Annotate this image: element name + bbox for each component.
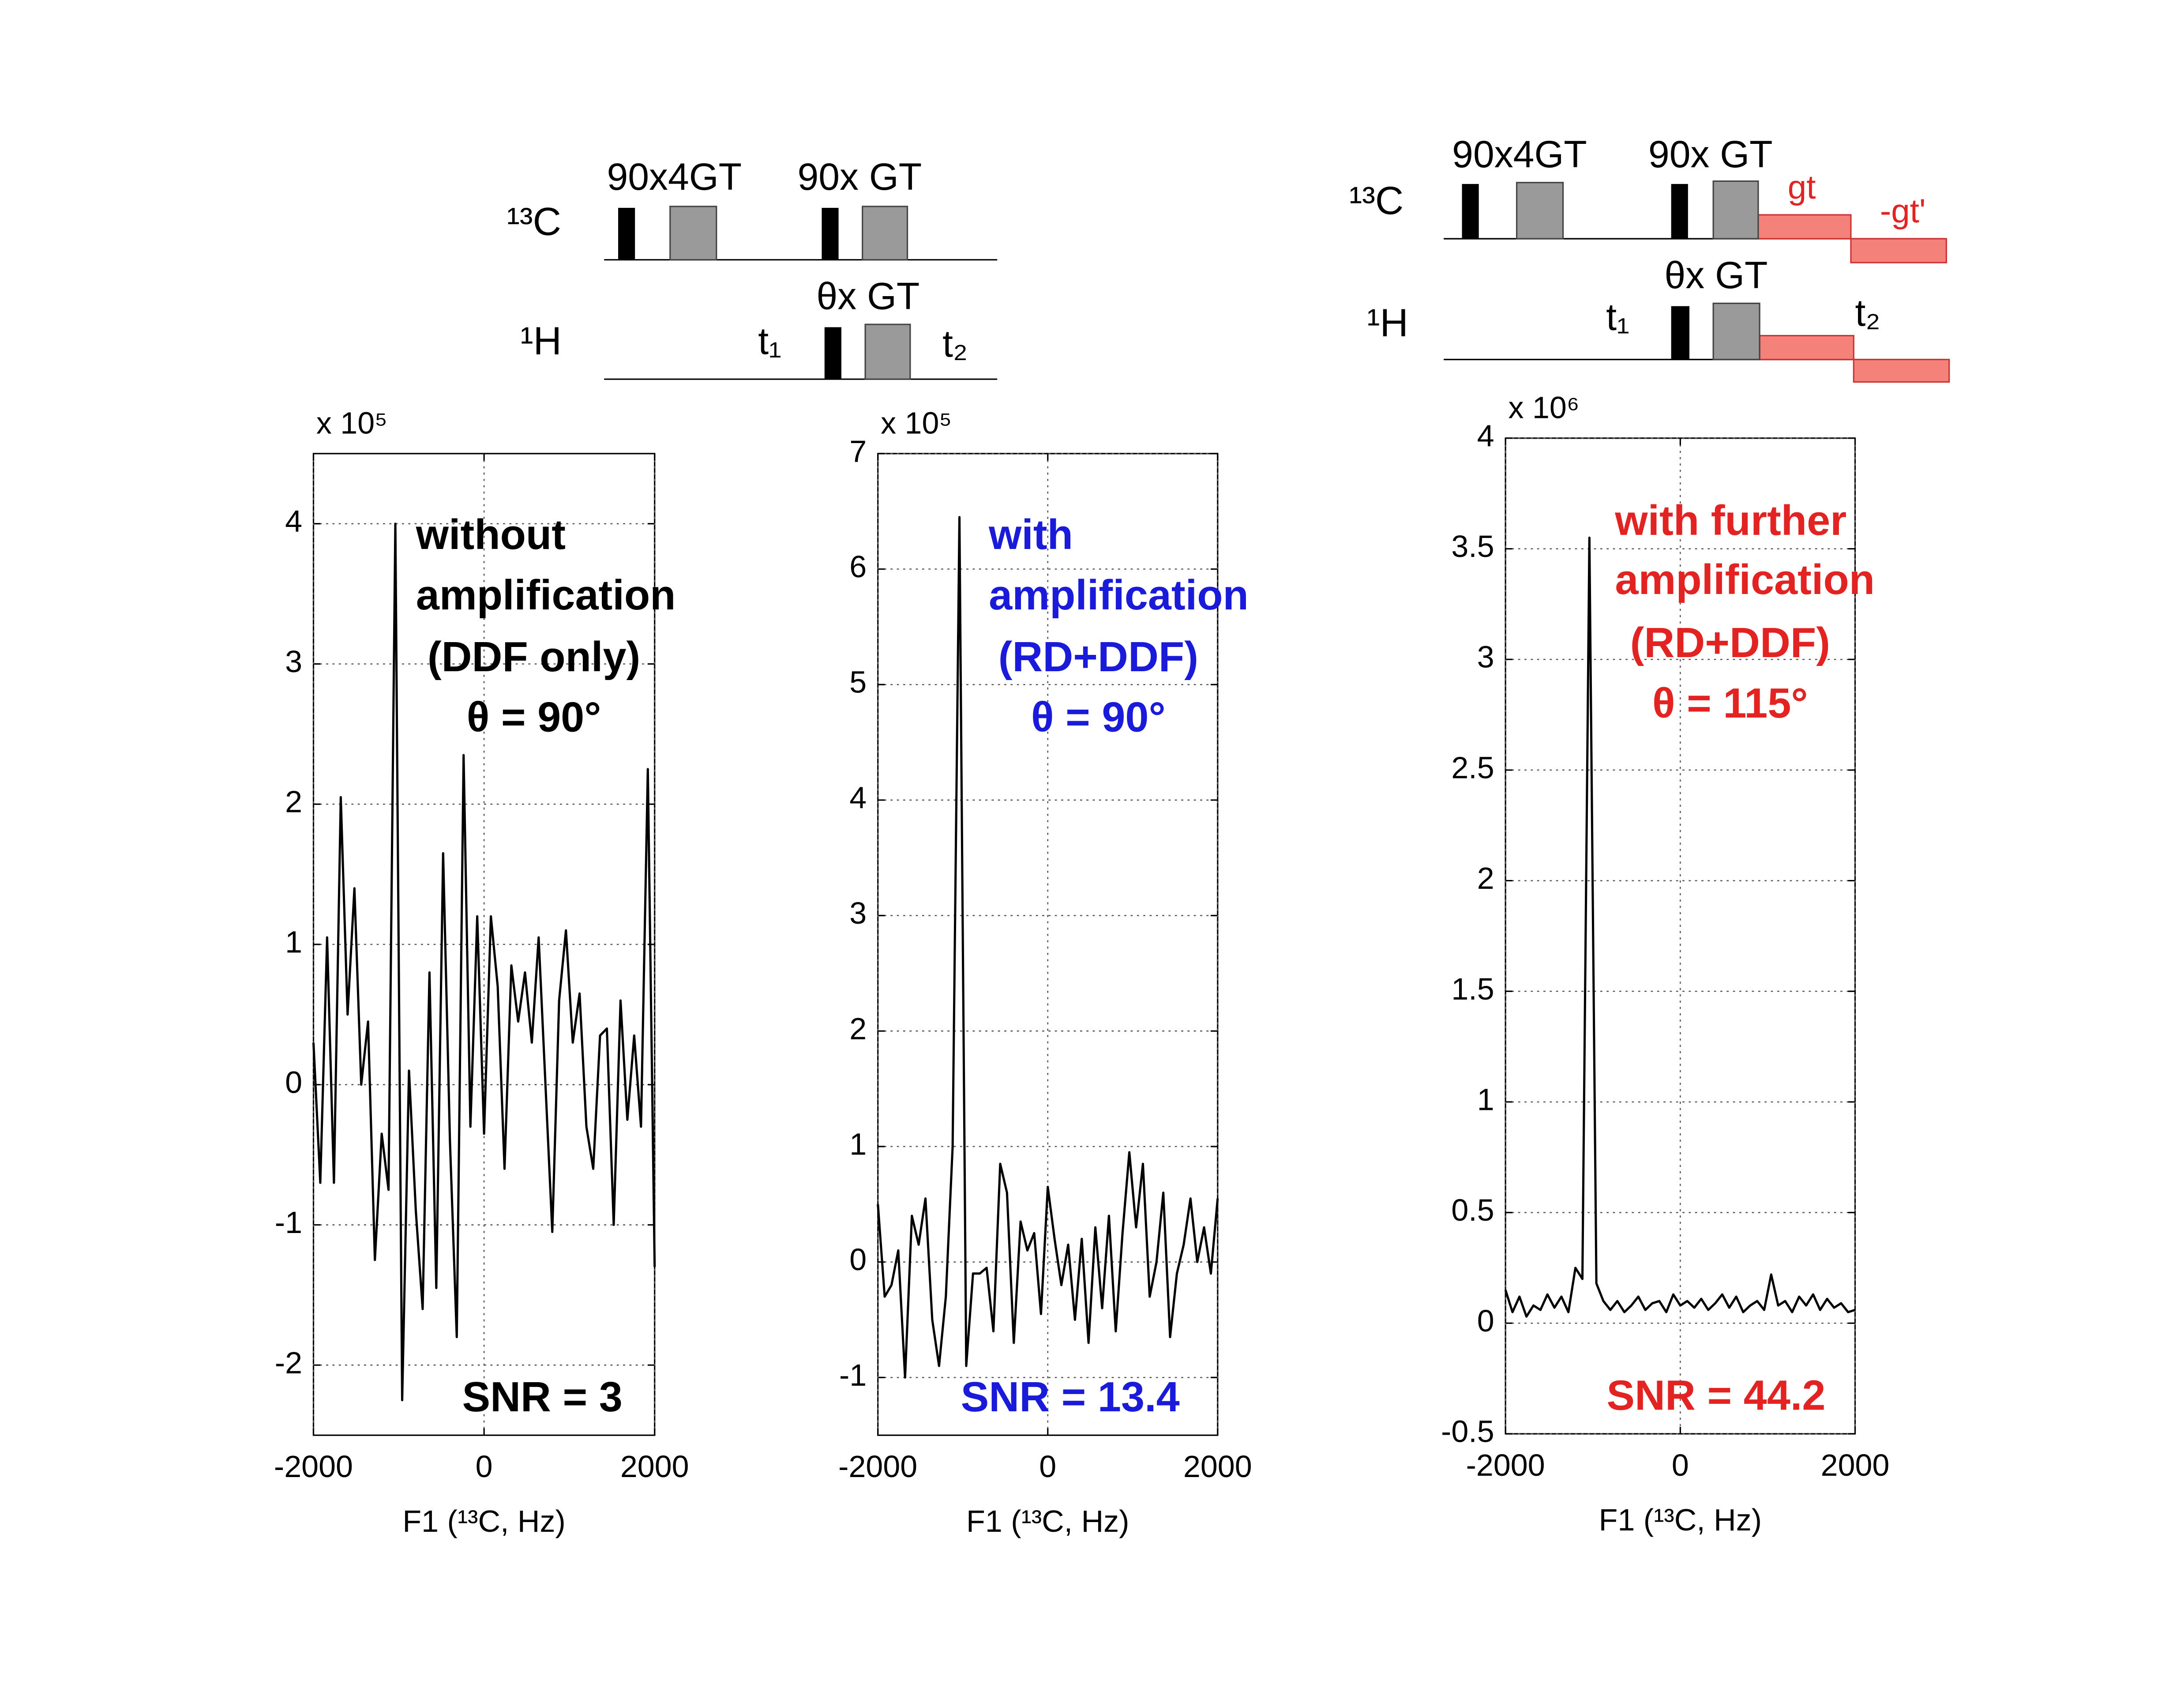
multiplier: x 10⁵ [881,406,952,440]
y-tick-label: 1 [285,925,302,959]
gradient-block [864,323,911,380]
annotation: (RD+DDF) [998,634,1198,680]
x-axis-label: F1 (¹³C, Hz) [966,1504,1129,1538]
y-tick-label: 4 [285,504,302,538]
y-tick-label: 1.5 [1451,972,1494,1006]
nucleus-label: ¹³C [507,199,561,244]
pulse-label: t₁ [758,320,781,362]
y-tick-label: -1 [275,1205,302,1240]
y-tick-label: 0.5 [1451,1193,1494,1227]
data-line [1504,536,1856,1318]
gradient-block [669,206,717,261]
pulse-label: t₂ [942,323,968,365]
rf-pulse [618,207,635,260]
annotation: without [416,511,566,558]
y-tick-label: 2 [849,1011,867,1046]
y-tick-label: 2 [285,785,302,819]
y-tick-label: 3 [1477,640,1494,674]
rf-pulse [1671,184,1688,239]
data-line [877,516,1219,1379]
gradient-pulse [1757,214,1852,240]
gradient-block [862,206,908,261]
gradient-pulse [1853,359,1950,383]
y-tick-label: 3 [285,644,302,679]
multiplier: x 10⁶ [1509,391,1580,425]
x-tick-label: 2000 [620,1449,689,1484]
annotation: amplification [1615,556,1875,603]
nucleus-label: ¹H [1367,301,1408,345]
annotation: amplification [416,572,676,619]
y-tick-label: 3.5 [1451,529,1494,564]
y-tick-label: -1 [839,1358,867,1392]
x-axis-label: F1 (¹³C, Hz) [1599,1503,1762,1537]
rf-pulse [822,207,839,260]
x-axis-label: F1 (¹³C, Hz) [402,1504,565,1538]
x-tick-label: -2000 [274,1449,353,1484]
gradient-pulse [1759,335,1854,361]
gradient-block [1516,182,1564,240]
snr-label: SNR = 3 [462,1374,622,1421]
rf-pulse [824,327,841,380]
pulse-label: 90x4GT [607,156,742,198]
x-tick-label: -2000 [1466,1448,1545,1482]
x-tick-label: 2000 [1183,1449,1252,1484]
y-tick-label: 0 [285,1065,302,1099]
annotation: with [988,511,1073,558]
annotation: with further [1614,497,1846,544]
x-tick-label: 2000 [1821,1448,1890,1482]
y-tick-label: 0 [1477,1304,1494,1338]
pulse-label: t₁ [1606,296,1629,338]
y-tick-label: 1 [849,1127,867,1161]
annotation: amplification [989,572,1249,619]
annotation: θ = 115° [1652,680,1808,727]
y-tick-label: 2.5 [1451,750,1494,785]
annotation: (RD+DDF) [1630,620,1830,666]
y-tick-label: 5 [849,665,867,699]
plot-frame [877,453,1219,1436]
y-tick-label: 2 [1477,861,1494,895]
y-tick-label: 7 [849,434,867,468]
gradient-block [1712,180,1759,240]
nucleus-label: ¹³C [1349,178,1404,222]
snr-label: SNR = 44.2 [1606,1372,1825,1419]
y-tick-label: -2 [275,1346,302,1380]
pulse-label: 90x4GT [1452,133,1587,176]
pulse-label: θx GT [1665,254,1768,297]
y-tick-label: 0 [849,1242,867,1277]
gradient-block [1712,302,1760,361]
pulse-label: t₂ [1855,292,1880,335]
y-tick-label: 3 [849,896,867,930]
pulse-label: θx GT [816,275,919,317]
annotation: θ = 90° [1031,694,1166,741]
rf-pulse [1671,306,1690,360]
y-tick-label: 4 [849,780,867,815]
multiplier: x 10⁵ [316,406,387,440]
gradient-pulse [1850,238,1947,263]
x-tick-label: 0 [1672,1448,1689,1482]
nucleus-label: ¹H [520,319,562,363]
gradient-label: gt [1788,169,1816,206]
y-tick-label: 6 [849,549,867,584]
rf-pulse [1462,184,1479,239]
x-tick-label: -2000 [838,1449,917,1484]
y-tick-label: 4 [1477,418,1494,453]
pulse-label: 90x GT [1648,133,1773,176]
snr-label: SNR = 13.4 [961,1374,1180,1421]
y-tick-label: -0.5 [1441,1414,1494,1449]
data-line [312,523,656,1402]
y-tick-label: 1 [1477,1082,1494,1117]
pulse-label: 90x GT [798,156,922,198]
x-tick-label: 0 [1039,1449,1056,1484]
x-tick-label: 0 [476,1449,493,1484]
gradient-label: -gt' [1880,192,1926,230]
annotation: (DDF only) [428,634,640,680]
annotation: θ = 90° [467,694,601,741]
